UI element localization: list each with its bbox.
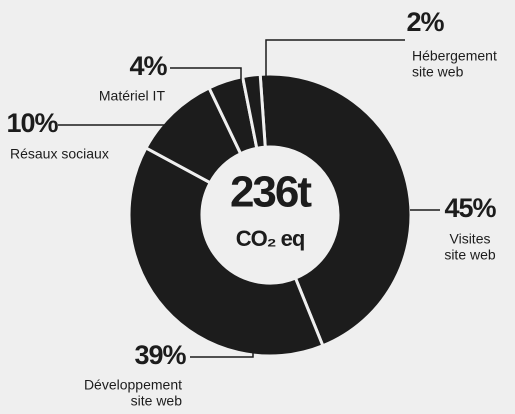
leader-line (190, 340, 254, 358)
category-label: Matériel IT (99, 88, 166, 104)
center-label: 236t (230, 168, 312, 217)
value-label: 45% (444, 193, 496, 223)
category-label: Hébergement (412, 48, 497, 64)
category-label: site web (131, 393, 183, 409)
category-label: site web (444, 247, 496, 263)
category-label: site web (412, 64, 464, 80)
donut-segment (258, 72, 413, 348)
value-label: 4% (129, 51, 167, 81)
value-label: 10% (6, 108, 58, 138)
category-label: Résaux sociaux (10, 146, 109, 162)
center-sublabel: CO₂ eq (236, 226, 305, 251)
leader-line (265, 39, 405, 76)
category-label: Visites (450, 231, 491, 247)
value-label: 2% (406, 7, 444, 37)
donut-segment (127, 145, 325, 358)
leader-line (170, 67, 242, 84)
category-label: Développement (84, 377, 182, 393)
donut-segment (240, 72, 267, 151)
value-label: 39% (134, 340, 186, 370)
